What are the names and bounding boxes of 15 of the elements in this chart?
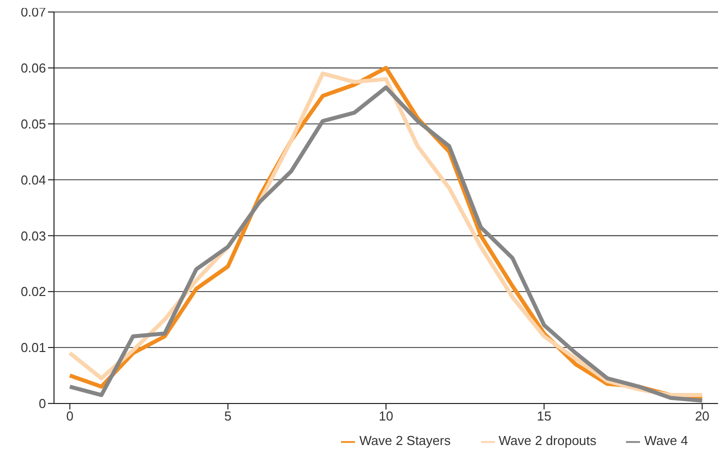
y-tick-label: 0	[38, 396, 46, 412]
x-tick-label: 0	[66, 408, 74, 424]
legend-label: Wave 2 Stayers	[359, 433, 451, 448]
legend-label: Wave 2 dropouts	[498, 433, 596, 448]
y-tick-label: 0.06	[20, 60, 46, 76]
y-tick-label: 0.01	[20, 340, 46, 356]
x-tick-label: 5	[224, 408, 232, 424]
y-tick-label: 0.05	[20, 116, 46, 132]
y-tick-label: 0.03	[20, 228, 46, 244]
x-tick-label: 15	[536, 408, 552, 424]
y-tick-label: 0.04	[20, 172, 46, 188]
x-tick-label: 20	[694, 408, 710, 424]
y-tick-label: 0.02	[20, 284, 46, 300]
legend-label: Wave 4	[644, 433, 688, 448]
x-tick-label: 10	[378, 408, 394, 424]
